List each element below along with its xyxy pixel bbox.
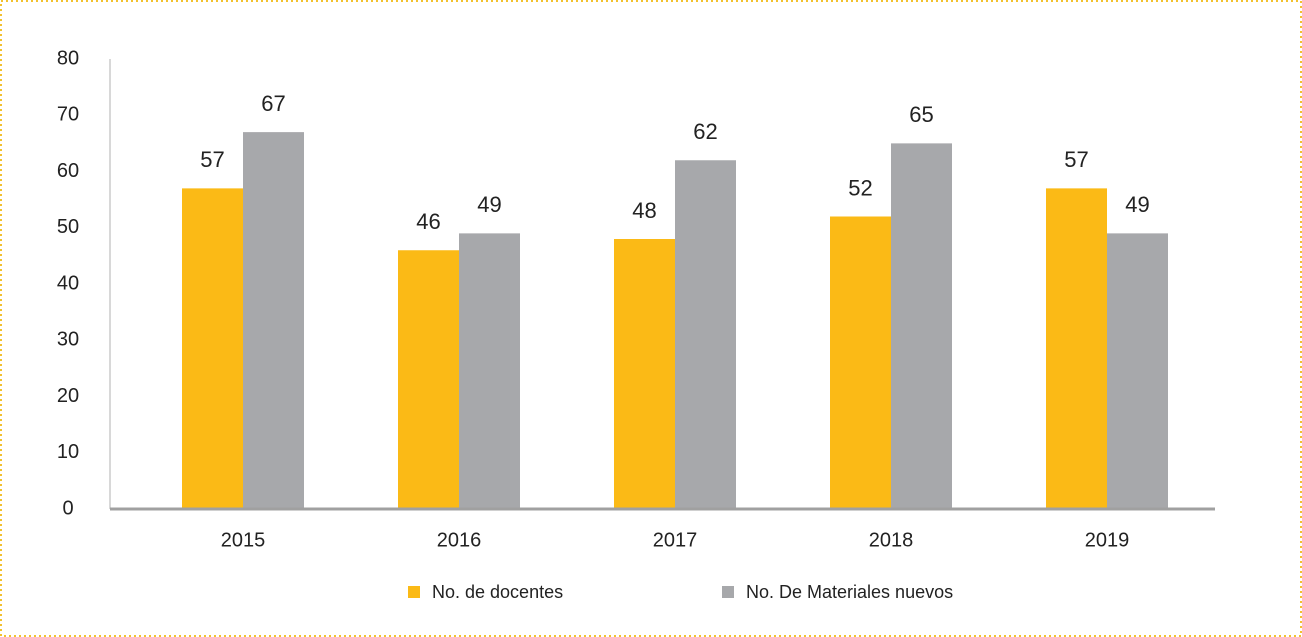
y-tick-label: 30 xyxy=(57,329,79,351)
y-tick-label: 0 xyxy=(62,497,73,519)
data-label: 49 xyxy=(477,192,501,217)
data-label: 48 xyxy=(632,198,656,223)
x-tick-label: 2015 xyxy=(221,529,266,551)
x-tick-label: 2019 xyxy=(1085,529,1130,551)
data-label: 52 xyxy=(848,175,872,200)
y-tick-label: 40 xyxy=(57,272,79,294)
legend-swatch xyxy=(722,586,734,598)
data-label: 65 xyxy=(909,102,933,127)
legend-label: No. De Materiales nuevos xyxy=(746,582,953,602)
bar xyxy=(1046,188,1107,509)
y-tick-label: 50 xyxy=(57,216,79,238)
y-tick-label: 20 xyxy=(57,385,79,407)
legend-swatch xyxy=(408,586,420,598)
x-tick-label: 2017 xyxy=(653,529,698,551)
legend-label: No. de docentes xyxy=(432,582,563,602)
bar xyxy=(243,132,304,509)
y-tick-label: 10 xyxy=(57,441,79,463)
y-tick-label: 60 xyxy=(57,160,79,182)
data-label: 49 xyxy=(1125,192,1149,217)
data-label: 57 xyxy=(1064,147,1088,172)
bar xyxy=(891,143,952,509)
bar xyxy=(830,216,891,509)
data-label: 57 xyxy=(200,147,224,172)
bar xyxy=(1107,233,1168,509)
bar xyxy=(675,160,736,509)
bar xyxy=(182,188,243,509)
data-label: 62 xyxy=(693,119,717,144)
bar xyxy=(614,239,675,509)
x-tick-label: 2018 xyxy=(869,529,914,551)
bar xyxy=(459,233,520,509)
data-label: 67 xyxy=(261,91,285,116)
bar xyxy=(398,250,459,509)
y-tick-label: 80 xyxy=(57,47,79,69)
data-label: 46 xyxy=(416,209,440,234)
x-tick-label: 2016 xyxy=(437,529,482,551)
y-tick-label: 70 xyxy=(57,104,79,126)
